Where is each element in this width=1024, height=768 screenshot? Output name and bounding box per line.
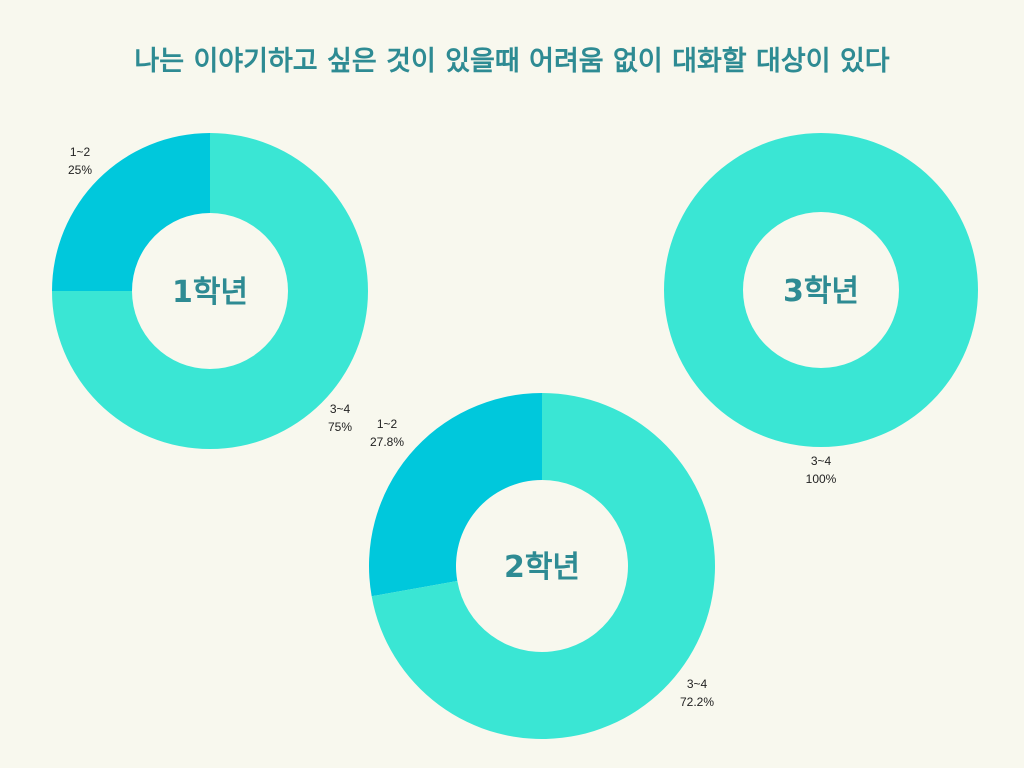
slice-percent-label: 75% (328, 420, 352, 434)
donut-chart-grade-1: 1~2 25% 3~4 75% 1학년 (52, 133, 368, 449)
donut-chart-grade-2: 1~2 27.8% 3~4 72.2% 2학년 (369, 393, 715, 739)
donut-center-label: 1학년 (172, 275, 248, 310)
slice-category-label: 3~4 (687, 677, 708, 691)
donut-slice-1-2 (369, 393, 542, 597)
donut-slice-3-4 (371, 393, 715, 739)
donut-slice-3-4 (52, 133, 368, 449)
slice-percent-label: 27.8% (370, 435, 404, 449)
slice-percent-label: 25% (68, 163, 92, 177)
donut-center-label: 3학년 (783, 274, 859, 309)
chart-title: 나는 이야기하고 싶은 것이 있을때 어려움 없이 대화할 대상이 있다 (134, 46, 890, 77)
donut-chart-grade-3: 3~4 100% 3학년 (664, 133, 978, 486)
slice-category-label: 3~4 (330, 402, 351, 416)
slice-category-label: 1~2 (377, 417, 398, 431)
slice-category-label: 3~4 (811, 454, 832, 468)
slice-percent-label: 72.2% (680, 695, 714, 709)
donut-slice-3-4 (664, 133, 978, 447)
donut-slice-1-2 (52, 133, 210, 291)
donut-center-label: 2학년 (504, 550, 580, 585)
slice-category-label: 1~2 (70, 145, 91, 159)
slice-percent-label: 100% (806, 472, 837, 486)
